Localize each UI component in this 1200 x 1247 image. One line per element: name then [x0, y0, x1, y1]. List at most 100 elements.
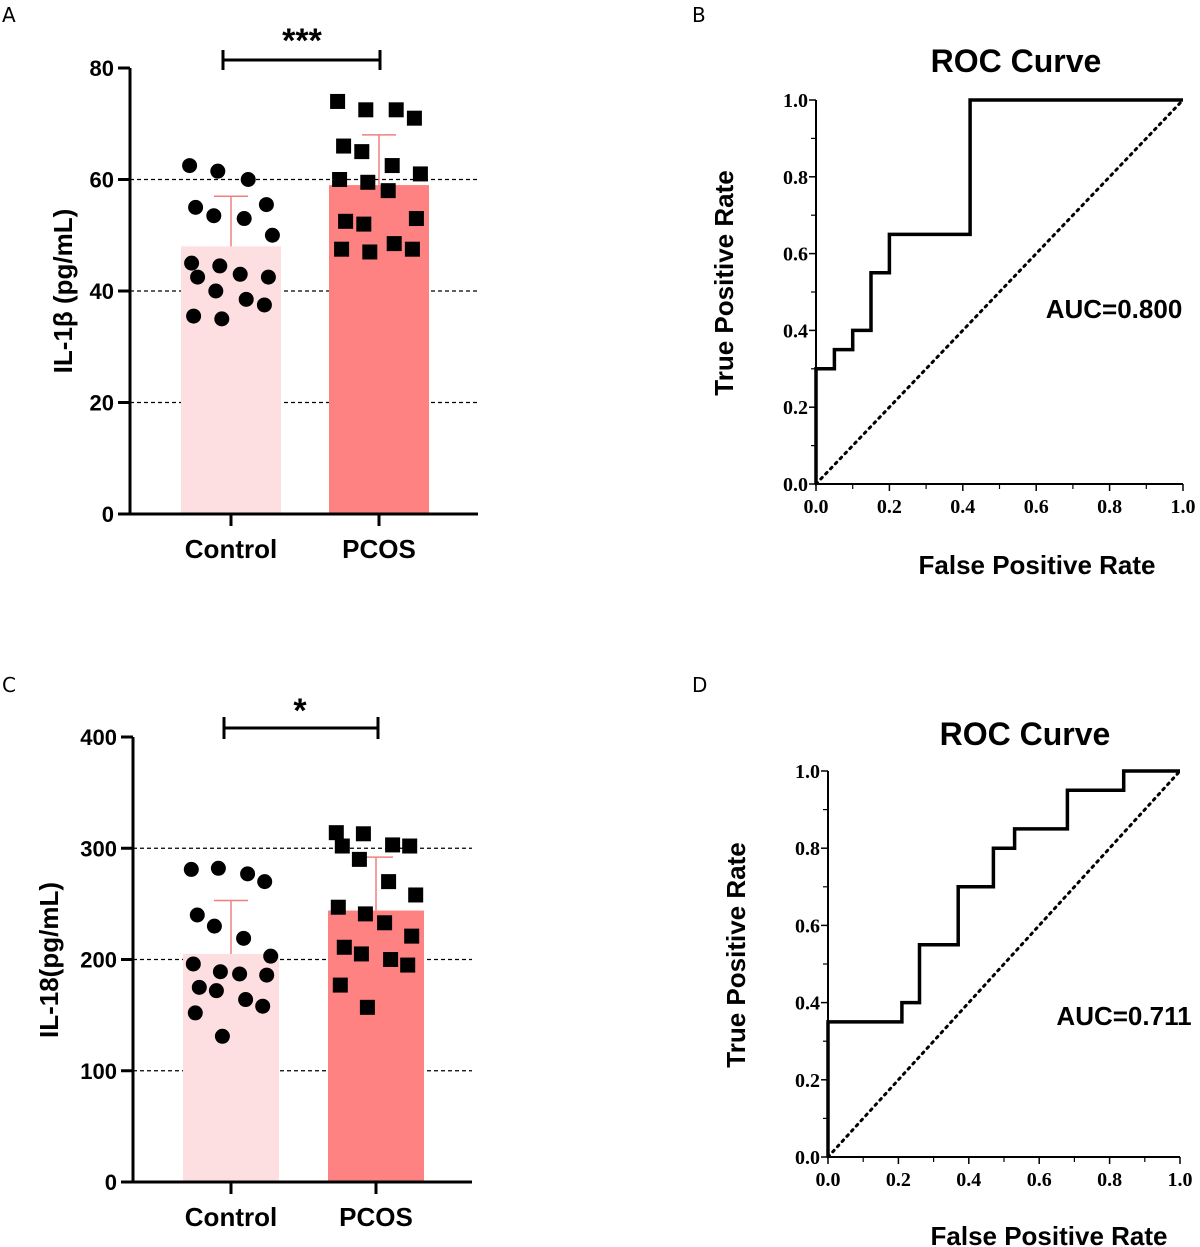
data-point-control — [238, 291, 254, 307]
y-tick-label: 0.8 — [795, 838, 820, 860]
data-point-pcos — [400, 957, 416, 973]
x-tick-label: 0.0 — [804, 496, 829, 518]
data-point-control — [264, 227, 280, 243]
ticks: 0.00.0 0.2 0.2 0.4 0.4 0.6 0.6 0.8 0.8 1.0 1.0 — [783, 90, 1196, 518]
data-point-pcos — [380, 183, 396, 199]
y-tick-label: 0 — [102, 502, 114, 527]
roc-lines — [826, 769, 1182, 1159]
data-point-pcos — [334, 241, 350, 257]
data-point-control — [263, 948, 279, 964]
data-point-pcos — [386, 236, 402, 252]
data-point-pcos — [336, 939, 352, 955]
data-point-control — [186, 308, 202, 324]
data-point-pcos — [353, 946, 369, 962]
category-label-pcos: PCOS — [339, 1202, 413, 1232]
data-point-pcos — [406, 110, 422, 126]
significance-bracket: * — [222, 692, 380, 739]
panel-b: B ROC Curve 0.00.00.20.20.40.40.60.60.80… — [692, 3, 1196, 580]
bars — [181, 185, 429, 514]
auc-annotation: AUC=0.711 — [1056, 1001, 1191, 1031]
data-points — [182, 93, 428, 327]
panel-d: D ROC Curve 0.00.00.20.20.40.40.60.60.80… — [692, 673, 1193, 1247]
y-tick-label: 0.2 — [783, 397, 808, 419]
y-ticks: 0 100 200 300 400 — [80, 725, 133, 1195]
data-point-control — [214, 1028, 230, 1044]
data-point-control — [183, 861, 199, 877]
roc-lines — [814, 98, 1185, 486]
panel-label-c: C — [2, 673, 16, 697]
data-point-control — [214, 311, 230, 327]
y-tick-label: 300 — [80, 836, 117, 861]
data-point-pcos — [336, 138, 352, 154]
y-tick-label: 100 — [80, 1059, 117, 1084]
panel-label-a: A — [2, 3, 16, 27]
data-point-control — [236, 211, 252, 227]
data-point-control — [188, 199, 204, 215]
data-point-control — [259, 967, 275, 983]
bars — [183, 910, 424, 1182]
data-point-pcos — [383, 952, 399, 967]
reference-diagonal-line — [826, 769, 1182, 1159]
y-tick-label: 0.4 — [783, 320, 808, 342]
data-point-control — [210, 860, 226, 876]
data-point-pcos — [408, 211, 424, 227]
data-point-control — [260, 269, 276, 285]
data-point-control — [240, 172, 256, 187]
y-tick-label: 20 — [90, 391, 114, 416]
data-point-control — [240, 866, 256, 882]
data-point-pcos — [381, 874, 397, 890]
data-point-control — [208, 283, 224, 299]
roc-title: ROC Curve — [931, 43, 1102, 79]
x-tick-label: 0.8 — [1097, 496, 1122, 518]
data-point-control — [187, 1005, 203, 1021]
x-ticks: Control PCOS — [185, 1182, 413, 1232]
data-point-pcos — [330, 899, 346, 915]
y-tick-label: 0.0 — [795, 1147, 820, 1169]
y-tick-label: 1.0 — [795, 761, 820, 783]
auc-annotation: AUC=0.800 — [1046, 294, 1183, 324]
y-tick-label: 80 — [90, 56, 114, 81]
data-point-pcos — [332, 172, 348, 187]
x-tick-label: 0.4 — [950, 496, 975, 518]
y-tick-label: 0.0 — [783, 474, 808, 496]
data-point-control — [212, 258, 228, 274]
x-tick-label: 0.0 — [816, 1169, 841, 1191]
data-point-pcos — [385, 837, 401, 853]
y-tick-label: 0.2 — [795, 1070, 820, 1092]
error-bars — [214, 134, 396, 247]
x-tick-label: 1.0 — [1168, 1169, 1193, 1191]
data-point-pcos — [334, 838, 350, 854]
reference-diagonal-line — [814, 98, 1185, 486]
data-point-control — [185, 956, 201, 972]
data-point-control — [190, 269, 206, 285]
data-point-control — [212, 964, 228, 980]
data-point-control — [236, 930, 252, 946]
data-point-pcos — [408, 887, 424, 903]
data-point-control — [206, 208, 222, 224]
data-point-pcos — [357, 906, 373, 922]
data-point-pcos — [359, 999, 375, 1015]
x-tick-label: 0.6 — [1024, 496, 1049, 518]
y-tick-label: 0.4 — [795, 993, 820, 1015]
data-point-pcos — [404, 928, 420, 944]
data-point-control — [257, 874, 273, 890]
data-point-control — [232, 266, 248, 282]
data-point-pcos — [355, 826, 371, 842]
x-tick-label: 0.2 — [877, 496, 902, 518]
y-axis-title: True Positive Rate — [709, 170, 739, 395]
bar-pcos — [328, 910, 424, 1182]
panel-label-d: D — [692, 673, 707, 697]
y-ticks: 0 20 40 60 80 — [90, 56, 130, 527]
data-point-pcos — [351, 851, 367, 867]
data-point-pcos — [332, 977, 348, 993]
data-point-pcos — [388, 102, 404, 118]
y-tick-label: 1.0 — [783, 90, 808, 112]
data-point-control — [184, 255, 200, 271]
data-point-control — [189, 907, 205, 923]
data-point-pcos — [377, 915, 393, 931]
y-tick-label: 0.6 — [795, 915, 820, 937]
data-point-pcos — [404, 241, 420, 257]
data-point-control — [191, 979, 207, 995]
bar-control — [181, 246, 281, 514]
data-point-pcos — [358, 102, 374, 118]
